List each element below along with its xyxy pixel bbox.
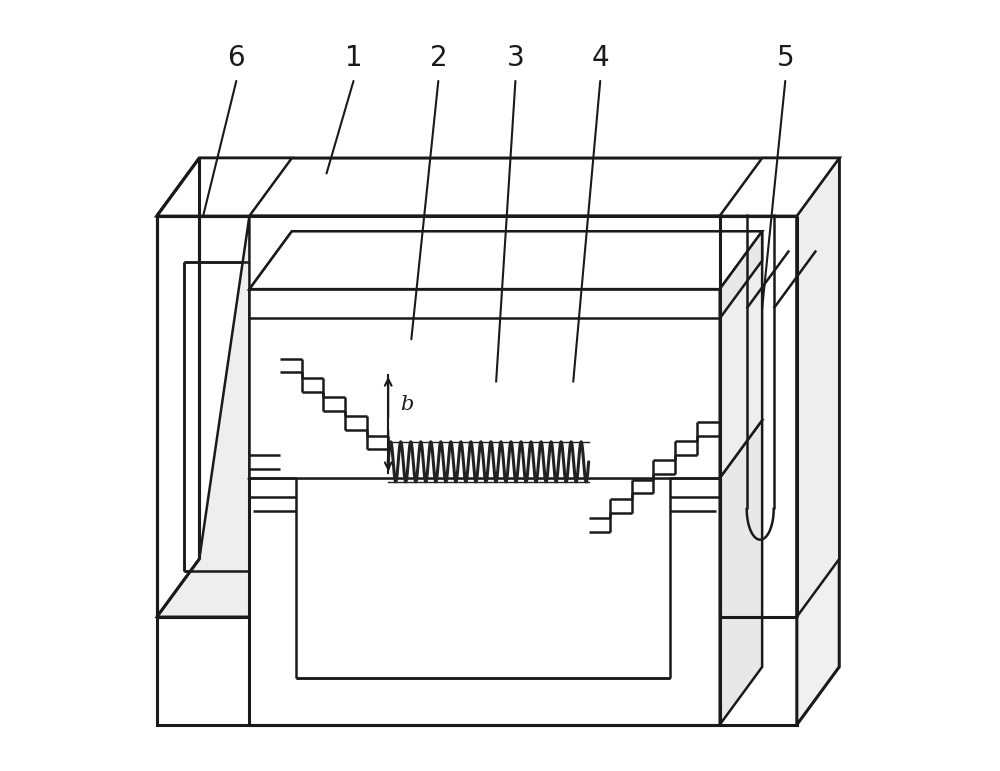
Text: b: b [400,396,413,414]
Text: 6: 6 [228,44,245,72]
Text: 2: 2 [430,44,447,72]
Polygon shape [797,158,839,725]
Text: 1: 1 [345,44,362,72]
Polygon shape [249,231,762,289]
Text: 5: 5 [776,44,794,72]
Text: 3: 3 [507,44,524,72]
Polygon shape [249,420,762,478]
Polygon shape [157,216,797,725]
Polygon shape [249,289,720,318]
Text: 4: 4 [591,44,609,72]
Polygon shape [797,158,839,617]
Polygon shape [720,231,762,318]
Polygon shape [720,158,839,216]
Polygon shape [249,289,720,478]
Polygon shape [157,216,249,617]
Polygon shape [720,231,762,478]
Polygon shape [157,158,292,216]
Polygon shape [720,420,762,725]
Polygon shape [249,231,762,289]
Polygon shape [157,158,839,216]
